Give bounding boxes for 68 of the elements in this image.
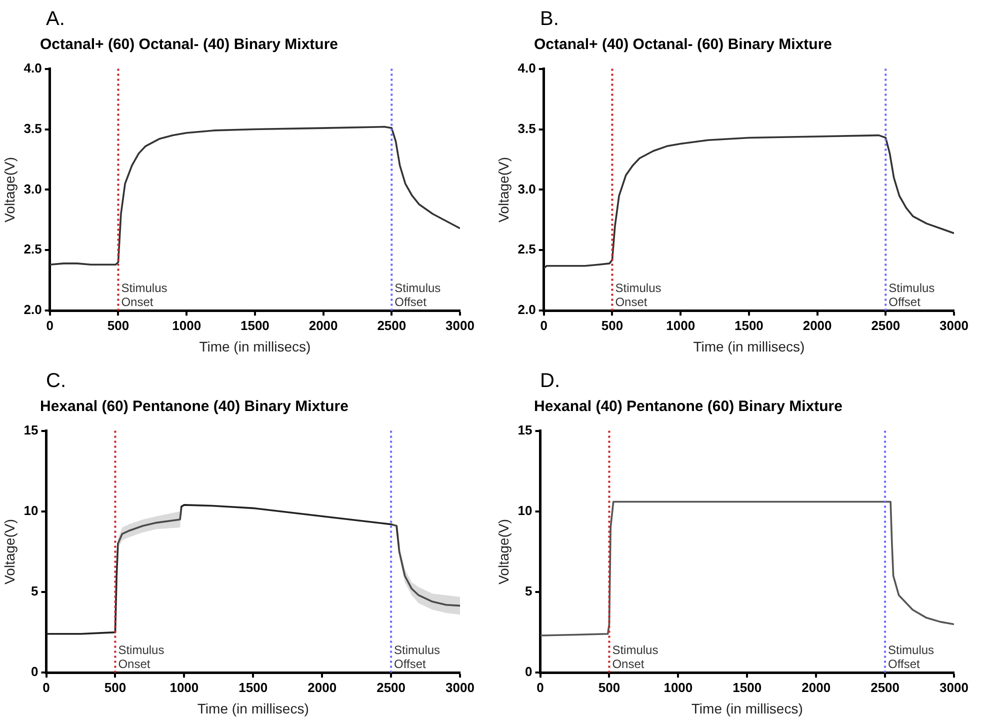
ref-line-label: Stimulus Onset [615,280,662,309]
x-tick-label: 1000 [664,680,693,695]
x-tick-label: 2500 [870,680,900,695]
y-tick-label: 5 [525,584,532,599]
chart-title: Hexanal (40) Pentanone (60) Binary Mixture [534,398,844,417]
x-tick-label: 2000 [802,318,832,333]
x-tick-label: 1500 [732,680,762,695]
x-tick-label: 1500 [238,680,268,695]
x-tick-label: 1500 [734,318,764,333]
chart-title: Hexanal (60) Pentanone (40) Binary Mixture [40,398,350,417]
y-tick-label: 3.0 [24,181,42,196]
ref-line-label: Stimulus Offset [888,280,935,309]
x-axis-title: Time (in millisecs) [691,700,803,716]
text: B. [540,8,560,32]
ref-line-label: Stimulus Onset [121,280,168,309]
ref-line-label: Stimulus Onset [118,642,164,671]
x-tick-label: 500 [601,318,624,333]
x-tick-label: 0 [540,318,548,333]
y-tick-label: 0 [525,664,532,680]
y-axis-title: Voltage(V) [1,157,18,222]
y-tick-label: 2.5 [24,242,42,257]
text: A. [46,8,66,32]
x-tick-label: 1500 [240,318,270,333]
y-axis-title: Voltage(V) [495,157,512,222]
x-tick-label: 2000 [308,680,337,695]
x-tick-label: 1000 [170,680,199,695]
text: D. [540,370,561,394]
chart-title: Octanal+ (40) Octanal- (60) Binary Mixture [534,36,834,55]
y-tick-label: 2.5 [518,242,536,257]
x-tick-label: 3000 [446,318,474,333]
chart-title: Octanal+ (60) Octanal- (40) Binary Mixture [40,36,340,55]
ref-line-label: Stimulus Offset [394,280,441,309]
y-tick-label: 3.5 [518,120,536,136]
y-axis-title: Voltage(V) [495,519,512,584]
ref-line-label: Stimulus Onset [612,642,658,671]
y-tick-label: 10 [24,502,38,518]
x-tick-label: 500 [598,680,620,695]
y-tick-label: 4.0 [518,60,536,76]
y-tick-label: 10 [518,502,532,518]
x-tick-label: 3000 [940,680,968,695]
x-tick-label: 2500 [871,318,900,333]
y-tick-label: 15 [24,422,38,438]
x-tick-label: 500 [104,680,126,695]
y-tick-label: 4.0 [24,60,42,76]
x-tick-label: 2500 [377,318,406,333]
x-tick-label: 1000 [172,318,202,333]
y-tick-label: 15 [518,422,532,438]
x-axis-title: Time (in millisecs) [693,338,805,354]
y-tick-label: 5 [31,584,38,599]
x-axis-title: Time (in millisecs) [197,700,309,716]
y-tick-label: 2.0 [518,302,536,318]
x-tick-label: 1000 [666,318,696,333]
y-axis-title: Voltage(V) [1,519,18,584]
y-tick-label: 3.5 [24,120,42,136]
x-tick-label: 2500 [376,680,406,695]
x-tick-label: 500 [107,318,130,333]
y-tick-label: 0 [31,664,38,680]
x-tick-label: 3000 [446,680,474,695]
text: C. [46,370,67,394]
x-tick-label: 3000 [940,318,968,333]
y-tick-label: 3.0 [518,181,536,196]
ref-line-label: Stimulus Offset [888,642,934,671]
x-tick-label: 0 [46,318,54,333]
x-axis-title: Time (in millisecs) [199,338,311,354]
y-tick-label: 2.0 [24,302,42,318]
ref-line-label: Stimulus Offset [394,642,440,671]
x-tick-label: 2000 [308,318,338,333]
x-tick-label: 2000 [802,680,831,695]
